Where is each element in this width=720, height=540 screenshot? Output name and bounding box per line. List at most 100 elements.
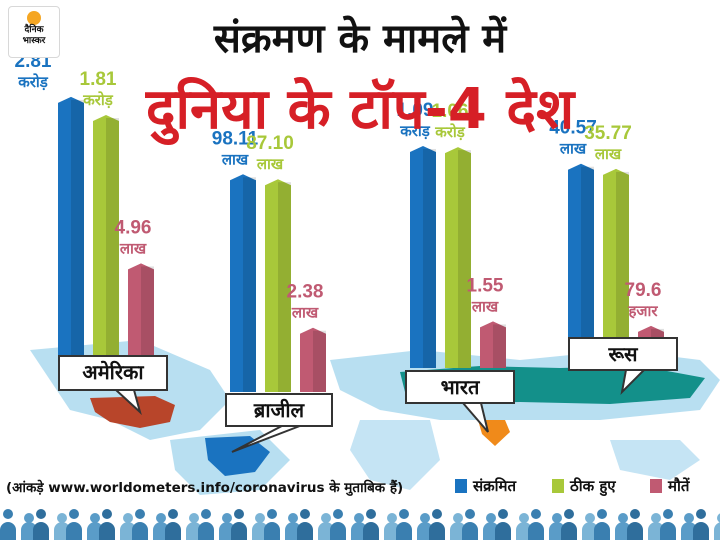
crowd-person-body [416,522,433,540]
crowd-person-body [152,522,169,540]
crowd-person-head [630,509,640,519]
value-unit-1-0: लाख [221,150,249,168]
crowd-person-body [185,522,202,540]
crowd-person-head [188,513,199,523]
crowd-person-head [650,513,661,523]
crowd-person-head [155,513,166,523]
country-label-0: अमेरिका [58,355,168,391]
crowd-person-head [465,509,475,519]
crowd-person-body [165,522,181,540]
crowd-person-head [617,513,628,523]
bar-shade-1-1 [278,182,291,392]
map-usa [90,396,175,428]
value-unit-3-2: हजार [627,302,658,320]
legend-swatch-2 [650,479,662,493]
crowd-person-body [462,522,478,540]
bar-shade-0-0 [71,99,84,359]
bar-0-2 [128,263,154,358]
crowd-person-body [99,522,115,540]
crowd-person-body [383,522,400,540]
value-label-3-1: 35.77 [584,123,632,144]
crowd-person-head [168,509,178,519]
country-label-3: रूस [568,337,678,371]
crowd-person-body [528,522,544,540]
crowd-person-body [627,522,643,540]
bar-2-1 [445,147,471,368]
crowd-person-body [119,522,136,540]
crowd-person-body [363,522,379,540]
crowd-person-head [320,513,331,523]
crowd-person-body [66,522,82,540]
value-label-3-0: 40.57 [549,118,597,139]
crowd-person-body [284,522,301,540]
bar-shade-2-2 [493,324,506,368]
map-continent-australia [610,440,700,480]
bar-shade-2-0 [423,148,436,368]
value-label-0-2: 4.96 [115,217,152,238]
bar-1-1 [265,179,291,392]
country-label-1: ब्राजील [225,393,333,427]
crowd-person-head [663,509,673,519]
crowd-person-head [518,513,529,523]
crowd-person-head [221,513,232,523]
country-label-2: भारत [405,370,515,404]
bar-shade-0-1 [106,118,119,358]
crowd-person-head [498,509,508,519]
crowd-person-body [33,522,49,540]
bar-2-0 [410,145,436,368]
value-unit-1-2: लाख [291,304,319,322]
bar-shade-0-2 [141,266,154,358]
crowd-person-body [614,522,631,540]
value-unit-3-0: लाख [559,140,587,158]
crowd-person-head [597,509,607,519]
crowd-person-head [333,509,343,519]
value-label-0-1: 1.81 [80,69,117,90]
crowd-person-head [696,509,706,519]
crowd-person-body [693,522,709,540]
map-brazil [205,436,270,476]
crowd-person-body [515,522,532,540]
crowd-person-head [386,513,397,523]
crowd-person-head [419,513,430,523]
crowd-person-head [135,509,145,519]
crowd-person-body [396,522,412,540]
value-unit-0-0: करोड़ [17,73,49,91]
legend-label-0: संक्रमित [473,477,517,495]
crowd-person-head [36,509,46,519]
crowd-person-head [287,513,298,523]
value-label-2-0: 1.09 [397,100,434,121]
crowd-person-body [132,522,148,540]
crowd-person-body [713,522,720,540]
crowd-person-head [234,509,244,519]
bar-shade-2-1 [458,150,471,368]
crowd-person-head [564,509,574,519]
bar-3-0 [568,163,594,345]
crowd-person-body [581,522,598,540]
crowd-person-head [300,509,310,519]
crowd-person-head [89,513,100,523]
legend-swatch-0 [455,479,467,493]
source-note: (आंकड़े www.worldometers.info/coronaviru… [6,480,404,496]
map-continent-africa [350,420,440,490]
crowd-person-head [23,513,34,523]
chart-title-line1: संक्रमण के मामले में [213,16,507,62]
value-unit-1-1: लाख [256,155,284,173]
value-label-3-2: 79.6 [625,280,662,301]
crowd-person-head [366,509,376,519]
crowd-person-head [353,513,364,523]
crowd-person-body [647,522,664,540]
crowd-person-head [201,509,211,519]
crowd-person-body [317,522,334,540]
crowd-person-head [716,513,720,523]
bar-shade-3-0 [581,166,594,345]
crowd-person-head [254,513,265,523]
crowd-person-head [69,509,79,519]
crowd-person-head [399,509,409,519]
value-label-1-0: 98.11 [212,128,259,149]
bar-1-0 [230,174,256,392]
legend-label-2: मौतें [668,477,690,495]
crowd-person-body [20,522,37,540]
bars [58,96,664,392]
crowd-decoration [0,505,720,540]
